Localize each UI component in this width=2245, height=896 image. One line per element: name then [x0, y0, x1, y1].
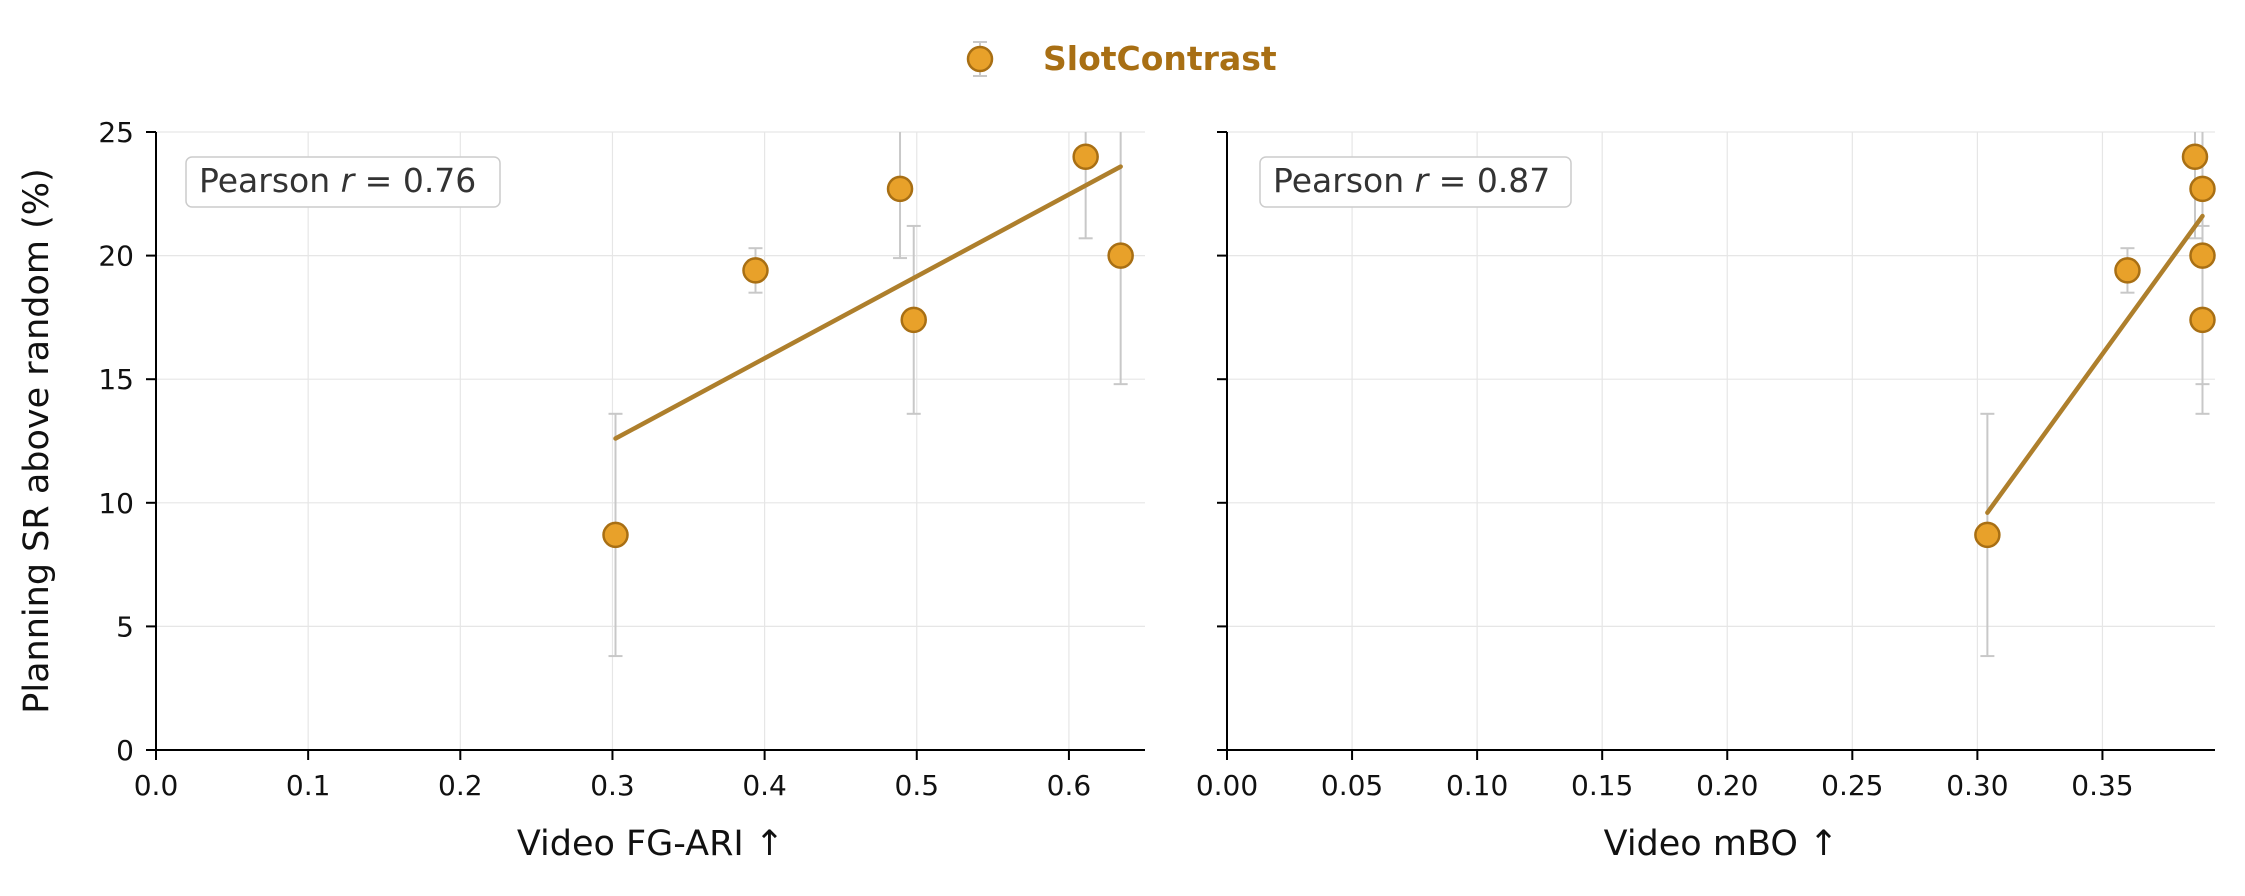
- pearson-annotation: Pearson r = 0.76: [199, 161, 476, 200]
- x-axis-label: Video FG-ARI ↑: [517, 824, 784, 864]
- legend: SlotContrast: [966, 39, 1277, 78]
- data-point: [2114, 257, 2141, 284]
- legend-marker-icon: [966, 45, 994, 73]
- data-point: [1107, 242, 1134, 269]
- pearson-annotation: Pearson r = 0.87: [1273, 161, 1550, 200]
- fit-line: [1985, 213, 2205, 515]
- x-tick-label: 0.30: [1946, 769, 2008, 802]
- x-tick-label: 0.00: [1196, 769, 1258, 802]
- x-tick-label: 0.0: [134, 769, 179, 802]
- x-tick-label: 0.10: [1446, 769, 1508, 802]
- x-tick-label: 0.6: [1047, 769, 1092, 802]
- x-tick-label: 0.25: [1821, 769, 1883, 802]
- data-point: [1072, 143, 1099, 170]
- y-tick-label: 25: [98, 116, 134, 149]
- data-point: [1974, 521, 2001, 549]
- y-tick-label: 5: [116, 610, 134, 643]
- panel-2: 0.00 0.05 0.10 0.15 0.20 0.25 0.30 0.35 Video mB…: [1196, 131, 2216, 864]
- data-point: [2189, 242, 2216, 269]
- data-point: [2189, 175, 2216, 203]
- data-layer: [602, 132, 1134, 658]
- x-tick-label: 0.1: [286, 769, 331, 802]
- panels: 0.0 0.1 0.2 0.3 0.4 0.5 0.6 0 5 10 15 20 25 Video FG-…: [17, 116, 2216, 864]
- y-tick-label: 20: [98, 240, 134, 273]
- data-layer: [1974, 132, 2216, 658]
- x-tick-label: 0.3: [590, 769, 635, 802]
- data-point: [2181, 143, 2209, 170]
- x-tick-label: 0.4: [742, 769, 787, 802]
- fit-line: [613, 164, 1123, 441]
- y-tick-label: 10: [98, 487, 134, 520]
- data-point: [2189, 306, 2216, 334]
- data-point: [886, 175, 914, 203]
- x-tick-label: 0.5: [895, 769, 940, 802]
- y-tick-label: 15: [98, 363, 134, 396]
- annotation-box: [185, 156, 501, 208]
- y-axis-label: Planning SR above random (%): [17, 168, 57, 713]
- y-tick-label: 0: [116, 734, 134, 767]
- data-point: [602, 521, 629, 549]
- data-point: [900, 306, 927, 334]
- annotation-box: [1259, 156, 1572, 208]
- x-tick-label: 0.2: [438, 769, 483, 802]
- x-tick-label: 0.35: [2071, 769, 2133, 802]
- legend-label: SlotContrast: [1043, 39, 1277, 78]
- x-tick-label: 0.20: [1696, 769, 1758, 802]
- x-tick-label: 0.15: [1571, 769, 1633, 802]
- panel-1: 0.0 0.1 0.2 0.3 0.4 0.5 0.6 0 5 10 15 20 25 Video FG-…: [17, 116, 1145, 864]
- data-point: [742, 257, 769, 284]
- x-tick-label: 0.05: [1321, 769, 1383, 802]
- x-axis-label: Video mBO ↑: [1604, 824, 1839, 864]
